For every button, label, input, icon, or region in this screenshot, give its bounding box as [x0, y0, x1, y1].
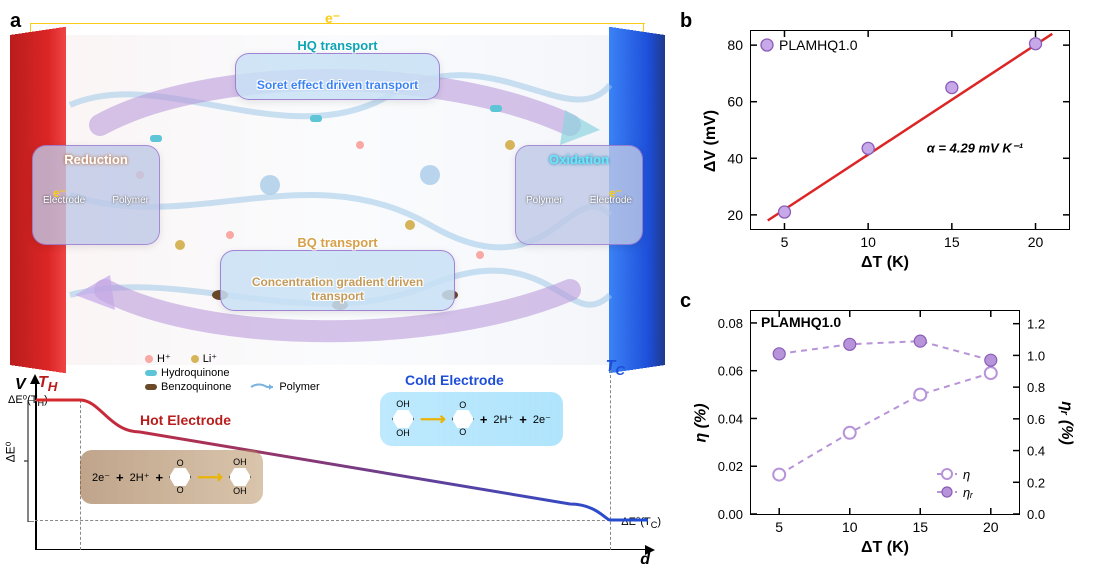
svg-text:0.00: 0.00 [718, 507, 743, 522]
bq-molecule-hot: OO [169, 460, 191, 494]
svg-text:40: 40 [727, 150, 743, 166]
potential-diagram: V TH TC d ΔE⁰(TH) ΔE⁰ ΔE⁰(TC) Hot Electr… [10, 380, 665, 565]
bq-transport-bubble: BQ transport Concentration gradient driv… [220, 250, 455, 311]
h-plus-swatch [145, 355, 153, 363]
svg-text:η: η [963, 467, 970, 482]
bq-transport-sub: Concentration gradient driven transport [231, 276, 444, 304]
svg-text:60: 60 [727, 94, 743, 110]
oxidation-polymer-label: Polymer [526, 195, 563, 206]
svg-text:0.8: 0.8 [1027, 380, 1045, 395]
svg-text:15: 15 [912, 519, 928, 535]
panel-b-label: b [680, 10, 692, 33]
svg-text:PLAMHQ1.0: PLAMHQ1.0 [761, 314, 841, 330]
svg-text:80: 80 [727, 37, 743, 53]
d-axis-label: d [640, 551, 650, 569]
chart-c-area: 51015200.000.020.040.060.080.00.20.40.60… [750, 310, 1020, 515]
chart-b-ylabel: ΔV (mV) [702, 109, 720, 171]
svg-text:0.6: 0.6 [1027, 412, 1045, 427]
svg-text:5: 5 [781, 234, 789, 250]
de0-tc-label: ΔE⁰(TC) [621, 515, 661, 530]
hq-molecule-hot: OHOH [229, 458, 251, 496]
hot-electrode-label: Hot Electrode [140, 412, 231, 428]
svg-text:ηᵣ: ηᵣ [963, 485, 973, 500]
panel-c-label: c [680, 290, 691, 313]
chart-c-svg: 51015200.000.020.040.060.080.00.20.40.60… [751, 311, 1019, 514]
panel-c: c 51015200.000.020.040.060.080.00.20.40.… [680, 290, 1090, 565]
svg-text:20: 20 [983, 519, 999, 535]
svg-text:0.0: 0.0 [1027, 507, 1045, 522]
hq-transport-bubble: HQ transport Soret effect driven transpo… [235, 53, 440, 100]
svg-text:0.04: 0.04 [718, 411, 743, 426]
svg-text:20: 20 [727, 207, 743, 223]
hq-molecule-cold: OHOH [392, 400, 414, 438]
reduction-polymer-label: Polymer [112, 195, 149, 206]
hydroquinone-swatch [145, 370, 157, 376]
li-plus-swatch [191, 355, 199, 363]
chart-c-ylabel-left: η (%) [693, 403, 711, 442]
svg-text:15: 15 [944, 234, 960, 250]
chart-b-svg: 510152020406080PLAMHQ1.0α = 4.29 mV K⁻¹ [751, 31, 1069, 229]
electron-hot: e⁻ [53, 186, 66, 200]
reduction-title: Reduction [43, 152, 149, 167]
chart-c-ylabel-right: ηᵣ (%) [1057, 401, 1075, 445]
svg-text:10: 10 [842, 519, 858, 535]
svg-text:0.02: 0.02 [718, 459, 743, 474]
svg-text:0.4: 0.4 [1027, 444, 1045, 459]
hq-transport-title: HQ transport [246, 38, 429, 53]
chart-b-area: 510152020406080PLAMHQ1.0α = 4.29 mV K⁻¹ [750, 30, 1070, 230]
v-axis-label: V [15, 376, 26, 394]
tc-label: TC [606, 358, 625, 378]
hot-2e: 2e⁻ [92, 471, 110, 484]
cold-2h: 2H⁺ [493, 413, 513, 426]
cold-reaction: OHOH ⟶ OO + 2H⁺ + 2e⁻ [380, 392, 563, 446]
mechanism-diagram: e⁻ HQ transport S [10, 35, 665, 365]
panel-a-label: a [10, 10, 21, 33]
bq-molecule-cold: OO [452, 402, 474, 436]
svg-text:10: 10 [860, 234, 876, 250]
oxidation-bubble: Oxidation e⁻ PolymerElectrode [515, 145, 643, 245]
svg-text:0.08: 0.08 [718, 316, 743, 331]
hq-transport-sub: Soret effect driven transport [246, 79, 429, 93]
panel-a: a e⁻ [10, 10, 665, 565]
electron-cold: e⁻ [609, 186, 622, 200]
hot-2h: 2H⁺ [130, 471, 150, 484]
svg-text:PLAMHQ1.0: PLAMHQ1.0 [779, 37, 858, 53]
svg-text:0.2: 0.2 [1027, 475, 1045, 490]
svg-text:α = 4.29 mV K⁻¹: α = 4.29 mV K⁻¹ [927, 141, 1024, 156]
chart-b-xlabel: ΔT (K) [861, 254, 909, 272]
reduction-bubble: Reduction e⁻ ElectrodePolymer [32, 145, 160, 245]
hydroquinone-label: Hydroquinone [161, 367, 230, 379]
cold-electrode-label: Cold Electrode [405, 372, 504, 388]
hot-reaction: 2e⁻ + 2H⁺ + OO ⟶ OHOH [80, 450, 263, 504]
electron-symbol-top: e⁻ [325, 10, 340, 27]
li-plus-label: Li⁺ [203, 352, 217, 365]
oxidation-title: Oxidation [526, 152, 632, 167]
cold-2e: 2e⁻ [533, 413, 551, 426]
h-plus-label: H⁺ [157, 352, 171, 365]
chart-c-xlabel: ΔT (K) [861, 539, 909, 557]
svg-text:1.0: 1.0 [1027, 348, 1045, 363]
svg-text:1.2: 1.2 [1027, 317, 1045, 332]
svg-text:5: 5 [775, 519, 783, 535]
svg-text:0.06: 0.06 [718, 364, 743, 379]
svg-text:20: 20 [1028, 234, 1044, 250]
reaction-arrow-cold: ⟶ [420, 409, 446, 430]
bq-transport-title: BQ transport [231, 235, 444, 250]
th-label: TH [38, 374, 57, 394]
panel-b: b 5 10 15 20 20 40 60 80 PLAMHQ1.0 α = 4.29 mV K⁻… [680, 10, 1090, 280]
reaction-arrow-hot: ⟶ [197, 467, 223, 488]
